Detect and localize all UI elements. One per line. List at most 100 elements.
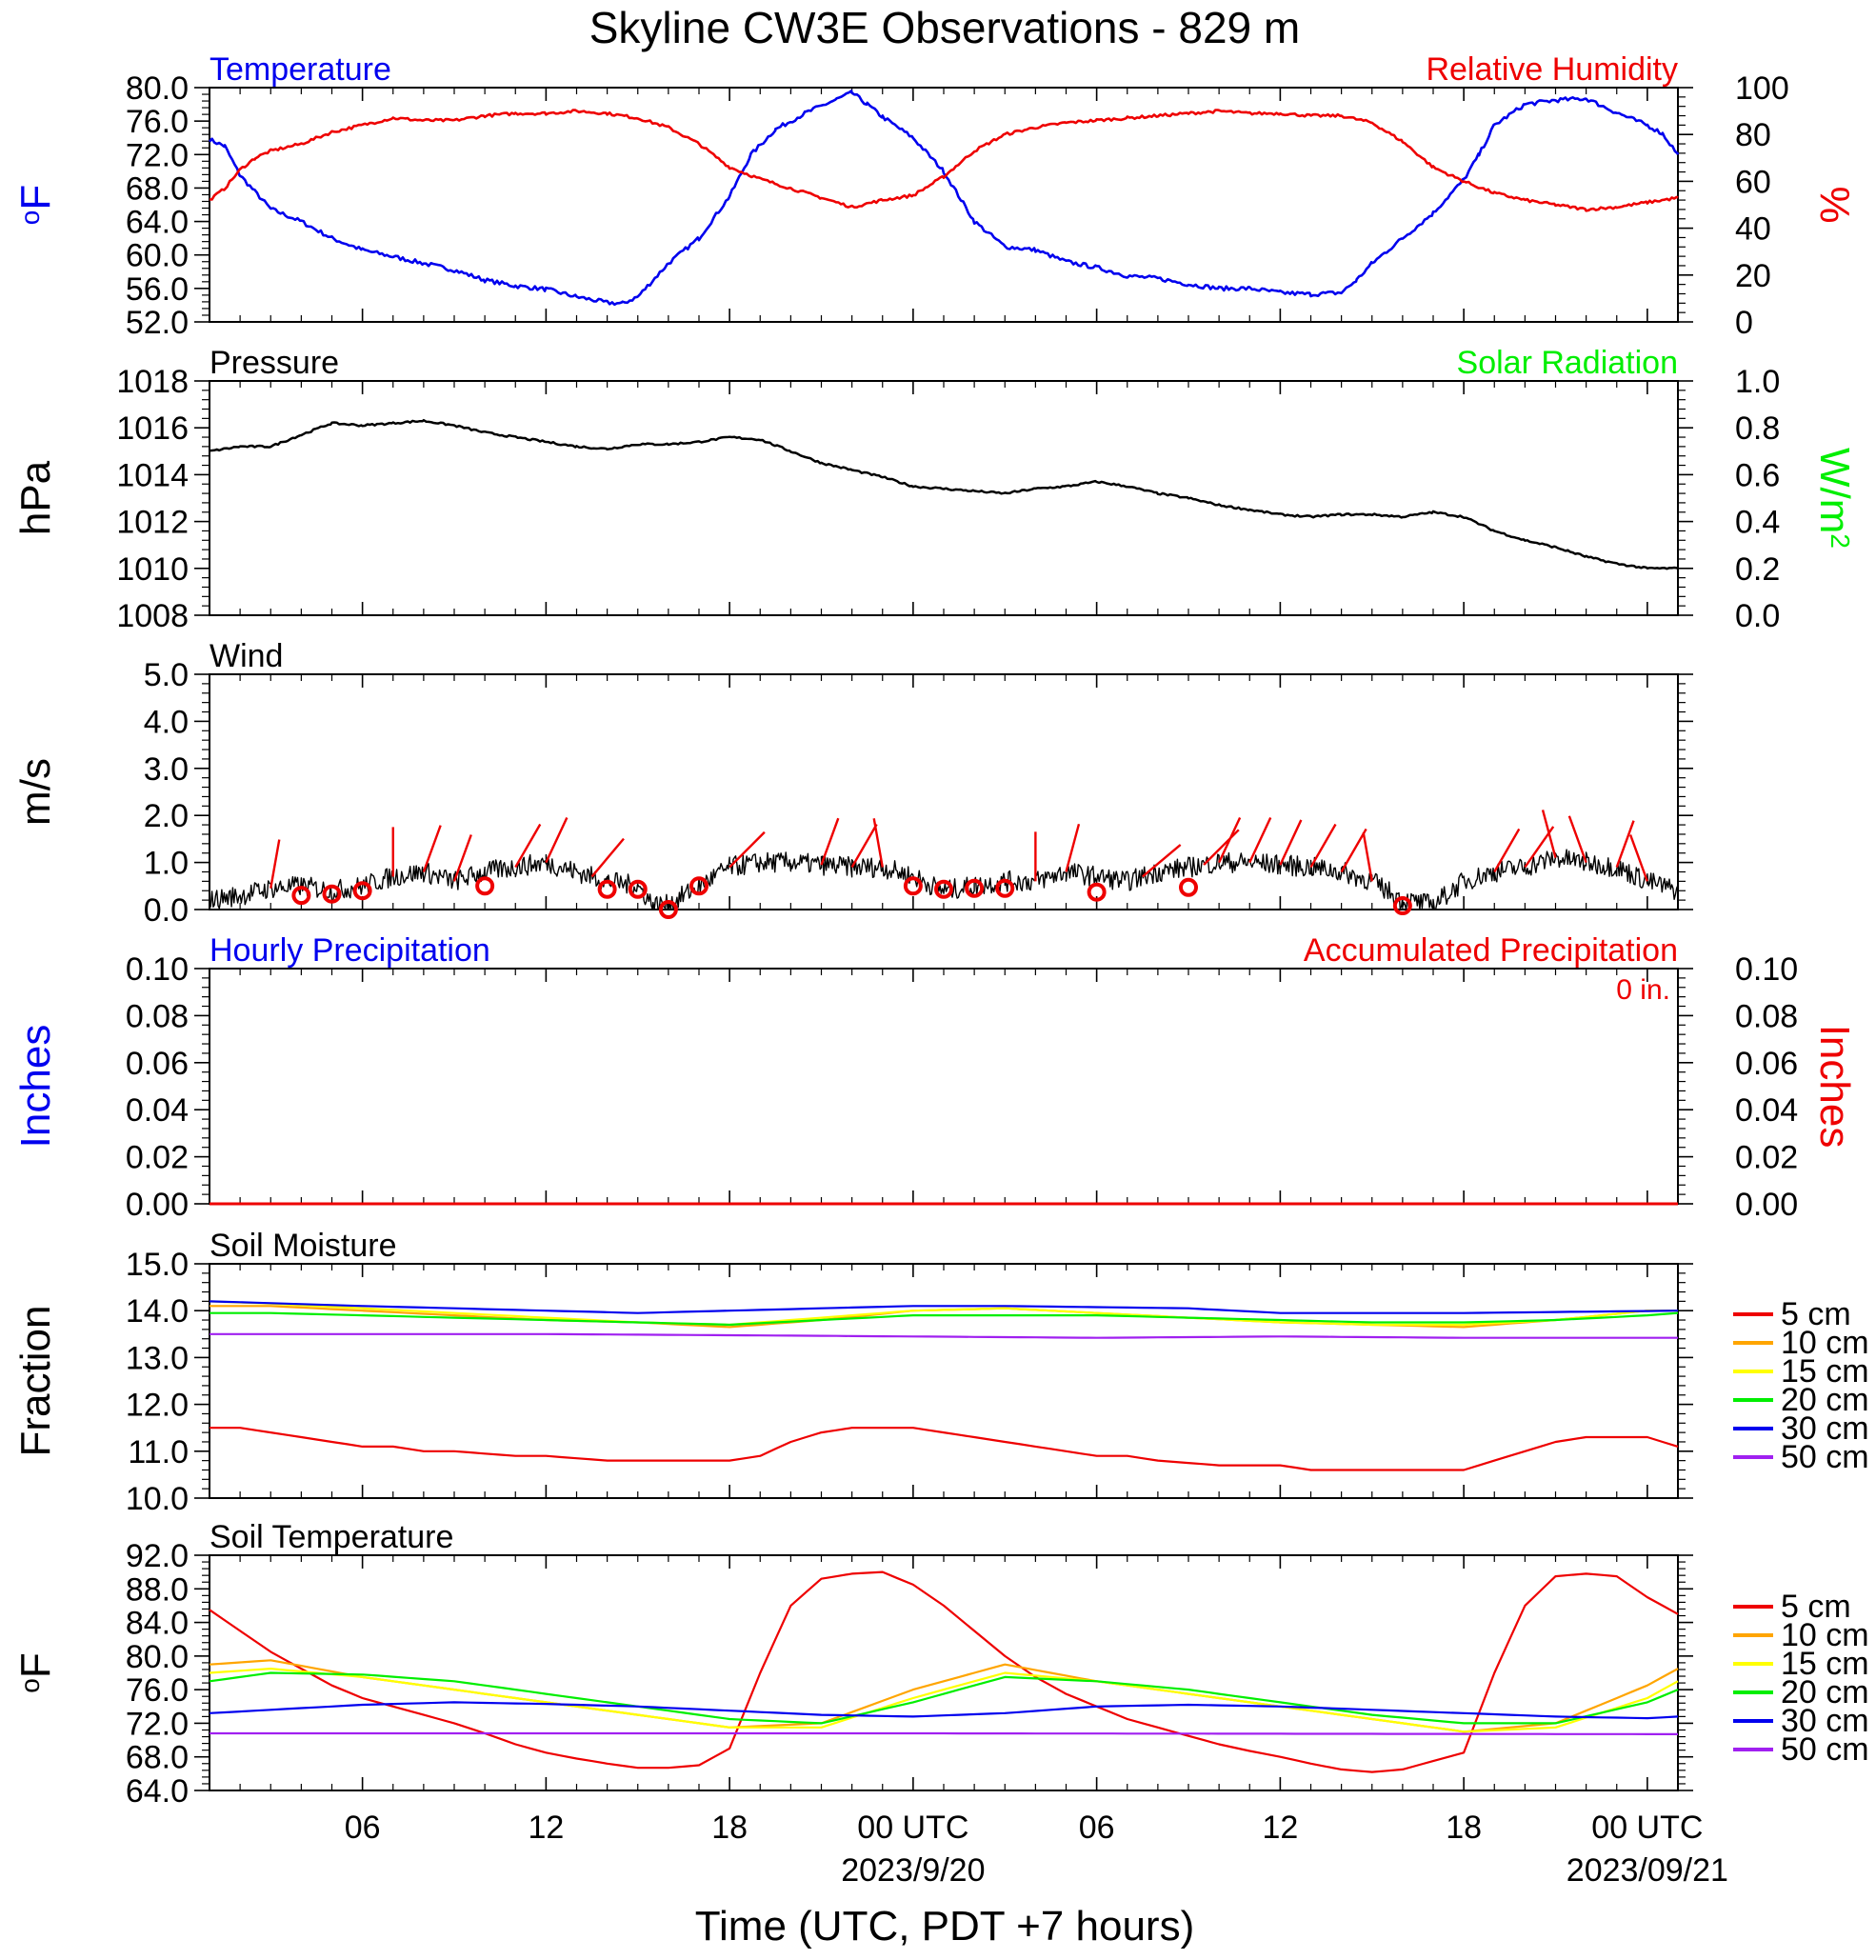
y-tick-label: 0.10 <box>126 951 189 988</box>
y-tick-label: 1016 <box>116 410 189 447</box>
y-tick-label: 14.0 <box>126 1293 189 1330</box>
y-tick-label: 68.0 <box>126 170 189 207</box>
panels: 52.056.060.064.068.072.076.080.002040608… <box>12 51 1869 1810</box>
y-tick-label: 2.0 <box>144 798 189 834</box>
x-date-label: 2023/09/21 <box>1567 1852 1728 1889</box>
panel-1: 1008 1010 1012 1014 1016 1018 0.0 0.2 0.4 0.6 0.8 1… <box>12 345 1858 634</box>
legend-label-3: 20 cm <box>1781 1674 1869 1710</box>
wind-barb <box>1340 828 1367 873</box>
y-axis-label: Inches <box>12 1025 59 1149</box>
panel-right-title: Relative Humidity <box>1426 51 1678 88</box>
series-line-2 <box>209 1668 1679 1733</box>
series-line-4 <box>209 1701 1679 1720</box>
y-tick-label: 64.0 <box>126 1773 189 1810</box>
y-tick-label: 12.0 <box>126 1388 189 1424</box>
y-tick-label: 11.0 <box>128 1434 189 1470</box>
y-right-tick-label: 60 <box>1735 164 1771 200</box>
wind-barb <box>1142 844 1182 878</box>
y-tick-label: 84.0 <box>126 1606 189 1642</box>
calm-wind-marker <box>597 879 617 899</box>
y-axis-right-label: W/m2 <box>1811 448 1858 549</box>
y-tick-label: 3.0 <box>144 751 189 788</box>
y-tick-label: 72.0 <box>126 137 189 173</box>
wind-barb <box>820 817 840 866</box>
wind-barb <box>422 825 442 872</box>
x-tick-label: 06 <box>1079 1810 1115 1846</box>
panel-title: Soil Temperature <box>210 1519 453 1555</box>
y-tick-label: 80.0 <box>126 70 189 107</box>
y-right-tick-label: 80 <box>1735 117 1771 153</box>
legend-label-0: 5 cm <box>1781 1589 1851 1625</box>
panel-right-title: Accumulated Precipitation <box>1304 932 1678 969</box>
panel-2: 0.0 1.0 2.0 3.0 4.0 5.0 Wind m/s <box>12 638 1693 929</box>
panel-title: Hourly Precipitation <box>210 932 490 969</box>
series-line-2 <box>209 1300 1678 1327</box>
series-line-0 <box>209 90 1680 307</box>
panel-right-title: Solar Radiation <box>1457 345 1678 381</box>
y-tick-label: 13.0 <box>126 1340 189 1376</box>
calm-wind-marker <box>658 900 678 919</box>
legend-label-5: 50 cm <box>1781 1439 1869 1475</box>
wind-barb <box>1567 815 1587 864</box>
calm-wind-marker <box>903 876 923 896</box>
legend-label-1: 10 cm <box>1781 1617 1869 1653</box>
y-right-tick-label: 100 <box>1735 70 1789 107</box>
y-right-tick-label: 40 <box>1735 211 1771 248</box>
wind-barb <box>1279 819 1303 866</box>
y-right-tick-label: 1.0 <box>1735 364 1780 400</box>
wind-barb <box>1065 823 1081 872</box>
panel-title: Pressure <box>210 345 339 381</box>
y-right-tick-label: 0.02 <box>1735 1140 1798 1176</box>
legend-label-4: 30 cm <box>1781 1703 1869 1739</box>
y-tick-label: 76.0 <box>126 1672 189 1709</box>
y-axis-right-label: Inches <box>1811 1025 1858 1149</box>
panel-title: Wind <box>210 638 283 674</box>
y-tick-label: 92.0 <box>126 1538 189 1574</box>
wind-barb <box>514 823 542 869</box>
panel-0: 52.056.060.064.068.072.076.080.0 0 20 40 60 8… <box>12 51 1858 341</box>
panel-frame <box>209 380 1679 616</box>
wind-barb <box>1493 828 1521 873</box>
y-tick-label: 76.0 <box>126 104 189 140</box>
wind-barb <box>545 816 569 864</box>
calm-wind-marker <box>475 876 495 896</box>
wind-barb <box>872 818 884 868</box>
panel-5: 64.068.072.076.080.084.088.092.0 Soil Tem… <box>12 1519 1869 1810</box>
legend-label-1: 10 cm <box>1781 1325 1869 1361</box>
series-line-5 <box>210 1731 1678 1735</box>
y-tick-label: 80.0 <box>126 1639 189 1675</box>
series-line-1 <box>209 1659 1679 1733</box>
wind-barb <box>590 837 625 878</box>
wind-barb <box>1218 816 1242 864</box>
y-tick-label: 1008 <box>116 598 189 634</box>
legend-label-2: 15 cm <box>1781 1646 1869 1682</box>
calm-wind-marker <box>965 878 985 898</box>
y-tick-label: 68.0 <box>126 1740 189 1776</box>
series-line-1 <box>209 109 1679 212</box>
y-axis-label: oF <box>12 1652 59 1692</box>
legend-label-0: 5 cm <box>1781 1296 1851 1332</box>
y-axis-right-label: % <box>1811 186 1858 223</box>
series-line-4 <box>209 1300 1679 1314</box>
x-tick-label: 00 UTC <box>1591 1810 1703 1846</box>
y-tick-label: 0.0 <box>144 892 189 929</box>
y-right-tick-label: 0.2 <box>1735 551 1780 588</box>
panel-frame <box>209 968 1679 1205</box>
calm-wind-marker <box>1179 877 1198 897</box>
y-tick-label: 0.02 <box>126 1140 189 1176</box>
y-right-tick-label: 0.08 <box>1735 998 1798 1034</box>
calm-wind-marker <box>934 879 953 899</box>
wind-barb <box>1309 823 1337 869</box>
y-tick-label: 0.00 <box>126 1187 189 1223</box>
y-tick-label: 88.0 <box>126 1571 189 1608</box>
y-tick-label: 1014 <box>116 457 189 493</box>
y-tick-label: 15.0 <box>126 1247 189 1283</box>
y-tick-label: 1012 <box>116 505 189 541</box>
y-tick-label: 0.04 <box>126 1092 189 1129</box>
y-right-tick-label: 0.10 <box>1735 951 1798 988</box>
legend-label-5: 50 cm <box>1781 1731 1869 1768</box>
y-tick-label: 1.0 <box>144 846 189 882</box>
wind-barb <box>728 830 766 869</box>
x-axis: 06 12 18 00 UTC 06 12 18 00 UTC 2023/9/20 2023/09… <box>345 1810 1728 1950</box>
